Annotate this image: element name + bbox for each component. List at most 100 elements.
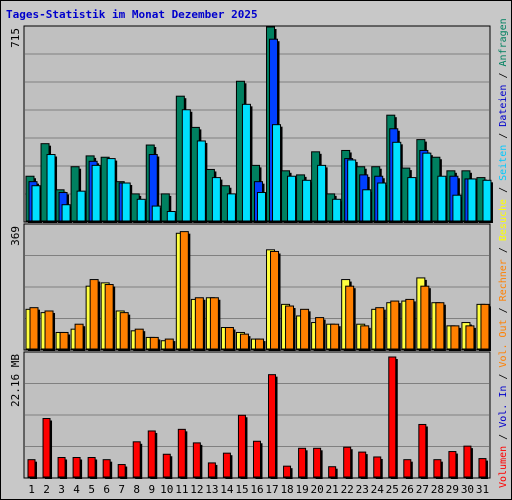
day-label: 20 bbox=[311, 483, 324, 496]
pages-bar bbox=[332, 198, 342, 222]
volume-bar bbox=[147, 430, 156, 478]
volume-bar bbox=[403, 459, 412, 478]
sites-bar bbox=[300, 308, 310, 350]
pages-bar bbox=[347, 159, 357, 222]
volume-bar bbox=[388, 356, 397, 478]
day-label: 11 bbox=[175, 483, 188, 496]
legend-entry: Seiten bbox=[498, 145, 509, 181]
pages-bar bbox=[407, 177, 417, 222]
sites-bar bbox=[44, 310, 54, 350]
volume-bar bbox=[433, 459, 442, 478]
day-label: 30 bbox=[461, 483, 474, 496]
day-label: 25 bbox=[386, 483, 399, 496]
sites-bar bbox=[480, 303, 490, 350]
day-label: 26 bbox=[401, 483, 414, 496]
volume-bar bbox=[373, 456, 382, 478]
pages-bar bbox=[121, 182, 131, 222]
volume-bar bbox=[313, 447, 322, 478]
pages-bar bbox=[106, 158, 116, 222]
legend-entry: Vol. In bbox=[498, 386, 509, 428]
day-label: 19 bbox=[295, 483, 308, 496]
day-label: 3 bbox=[58, 483, 65, 496]
pages-bar bbox=[437, 175, 447, 222]
sites-bar bbox=[59, 331, 69, 350]
day-label: 7 bbox=[118, 483, 125, 496]
volume-bar bbox=[478, 458, 487, 478]
sites-bar bbox=[239, 333, 249, 350]
pages-bar bbox=[287, 175, 297, 222]
pages-bar bbox=[91, 164, 101, 222]
day-label: 24 bbox=[371, 483, 385, 496]
volume-bar bbox=[283, 465, 292, 478]
day-label: 14 bbox=[220, 483, 234, 496]
legend-entry: Dateien bbox=[498, 85, 509, 127]
day-label: 21 bbox=[326, 483, 339, 496]
right-legend: Volumen / Vol. In / Vol. Out / Rechner /… bbox=[498, 18, 509, 488]
volume-bar bbox=[102, 459, 111, 478]
middle-axis-max-label: 369 bbox=[9, 226, 22, 246]
day-label: 31 bbox=[476, 483, 489, 496]
sites-bar bbox=[119, 312, 129, 350]
volume-bar bbox=[358, 451, 367, 478]
volume-bar bbox=[252, 440, 261, 478]
volume-bar bbox=[343, 446, 352, 478]
sites-bar bbox=[450, 325, 460, 350]
pages-bar bbox=[226, 193, 236, 222]
volume-bar bbox=[268, 374, 277, 478]
requests-bar bbox=[160, 193, 170, 222]
sites-bar bbox=[89, 279, 99, 350]
sites-bar bbox=[360, 325, 370, 350]
volume-bar bbox=[57, 457, 66, 478]
volume-bar bbox=[298, 447, 307, 478]
sites-bar bbox=[149, 336, 159, 350]
sites-bar bbox=[420, 285, 430, 350]
sites-bar bbox=[405, 298, 415, 350]
legend-separator: / bbox=[498, 428, 509, 446]
volume-bar bbox=[237, 414, 246, 478]
sites-bar bbox=[164, 338, 174, 350]
day-label: 5 bbox=[88, 483, 95, 496]
sites-bar bbox=[435, 302, 445, 350]
pages-bar bbox=[166, 211, 176, 222]
bottom-axis-max-label: 22.16 MB bbox=[9, 354, 22, 407]
pages-bar bbox=[76, 190, 86, 222]
pages-bar bbox=[256, 192, 266, 222]
sites-bar bbox=[194, 297, 204, 350]
sites-bar bbox=[285, 305, 295, 350]
volume-bar bbox=[207, 462, 216, 478]
legend-entry: Vol. Out bbox=[498, 319, 509, 367]
sites-bar bbox=[224, 327, 234, 350]
legend-separator: / bbox=[498, 66, 509, 84]
chart-title: Tages-Statistik im Monat Dezember 2025 bbox=[6, 8, 258, 21]
day-label: 18 bbox=[280, 483, 293, 496]
day-label: 28 bbox=[431, 483, 444, 496]
day-label: 22 bbox=[341, 483, 354, 496]
day-label: 1 bbox=[28, 483, 35, 496]
volume-bar bbox=[448, 451, 457, 478]
pages-bar bbox=[422, 152, 432, 222]
legend-separator: / bbox=[498, 301, 509, 319]
volume-bar bbox=[42, 418, 51, 478]
day-label: 4 bbox=[73, 483, 80, 496]
pages-bar bbox=[181, 109, 191, 222]
sites-bar bbox=[74, 323, 84, 350]
legend-separator: / bbox=[498, 241, 509, 259]
sites-bar bbox=[390, 300, 400, 350]
sites-bar bbox=[270, 250, 280, 350]
pages-bar bbox=[196, 140, 206, 222]
legend-separator: / bbox=[498, 181, 509, 199]
sites-bar bbox=[315, 317, 325, 350]
sites-bar bbox=[465, 325, 475, 350]
sites-bar bbox=[209, 297, 219, 350]
pages-bar bbox=[211, 177, 221, 222]
pages-bar bbox=[452, 194, 462, 222]
day-label: 29 bbox=[446, 483, 459, 496]
volume-bar bbox=[132, 441, 141, 478]
day-label: 8 bbox=[133, 483, 140, 496]
day-label: 15 bbox=[235, 483, 248, 496]
pages-bar bbox=[151, 205, 161, 222]
pages-bar bbox=[136, 198, 146, 222]
top-axis-max-label: 715 bbox=[9, 28, 22, 48]
day-label: 17 bbox=[265, 483, 278, 496]
